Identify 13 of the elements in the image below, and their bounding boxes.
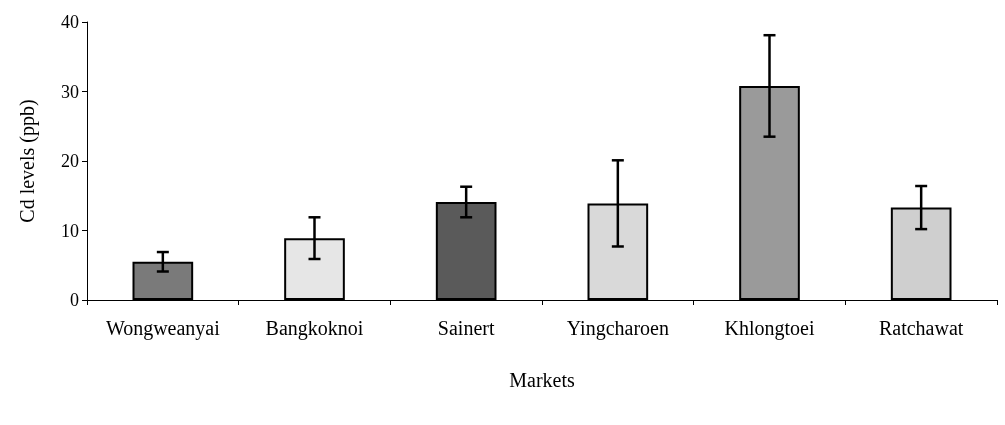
y-tick-label: 10 [61, 220, 79, 241]
y-tick-label: 40 [61, 12, 79, 32]
y-tick-label: 30 [61, 81, 79, 102]
x-tick-label: Ratchawat [878, 317, 964, 339]
y-tick-label: 0 [70, 290, 79, 310]
y-axis-title: Cd levels (ppb) [16, 99, 39, 223]
x-tick-label: Bangkoknoi [265, 317, 364, 340]
x-tick-label: Khlongtoei [724, 317, 815, 340]
y-tick-label: 20 [61, 151, 79, 171]
x-axis-title: Markets [509, 369, 575, 391]
x-tick-label: Yingcharoen [566, 317, 669, 340]
x-tick-label: Wongweanyai [105, 317, 221, 340]
x-tick-label: Sainert [437, 317, 495, 339]
